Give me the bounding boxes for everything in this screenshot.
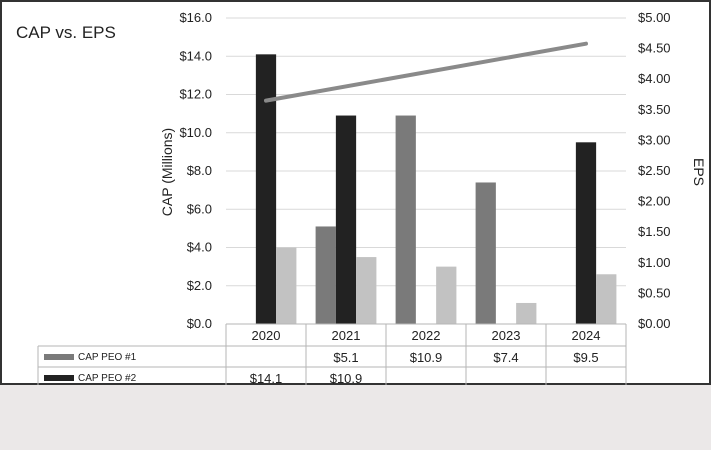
- y2-tick-label: $3.00: [638, 132, 671, 147]
- category-label: 2022: [412, 328, 441, 343]
- category-label: 2023: [492, 328, 521, 343]
- table-cell: $5.1: [333, 350, 358, 365]
- category-label: 2021: [332, 328, 361, 343]
- y2-tick-label: $4.50: [638, 41, 671, 56]
- y2-axis-ticks: $0.00 $0.50 $1.00 $1.50 $2.00 $2.50 $3.00 $3.50…: [638, 10, 671, 331]
- y2-tick-label: $0.00: [638, 316, 671, 331]
- bar: [315, 226, 336, 324]
- category-label: 2020: [252, 328, 281, 343]
- y2-tick-label: $2.50: [638, 163, 671, 178]
- y-axis-ticks: $0.0 $2.0 $4.0 $6.0 $8.0 $10.0 $12.0 $14.0 $16.0: [179, 10, 212, 331]
- y2-tick-label: $2.00: [638, 194, 671, 209]
- y-tick-label: $0.0: [187, 316, 212, 331]
- page-background: [0, 385, 711, 450]
- bar: [356, 257, 377, 324]
- legend-swatch: [44, 354, 74, 360]
- bar: [335, 115, 357, 324]
- legend-swatch: [44, 375, 74, 381]
- bars: [255, 54, 617, 325]
- y-tick-label: $16.0: [179, 10, 212, 25]
- y2-axis-label: EPS: [691, 158, 707, 186]
- table-cell: $7.4: [493, 350, 518, 365]
- y2-tick-label: $4.00: [638, 71, 671, 86]
- bar: [475, 182, 496, 324]
- bar: [395, 115, 416, 324]
- y-tick-label: $10.0: [179, 125, 212, 140]
- table-cell: $9.5: [573, 350, 598, 365]
- legend-label: CAP PEO #1: [78, 352, 137, 363]
- table-cell: $10.9: [410, 350, 443, 365]
- data-table: 2020 2021 2022 2023 2024 CAP PEO #1 $5.1 $10.9 $…: [37, 323, 627, 389]
- y-tick-label: $6.0: [187, 201, 212, 216]
- bar: [255, 54, 277, 325]
- bar: [575, 142, 597, 324]
- bar: [276, 247, 297, 324]
- bar: [596, 274, 617, 324]
- chart-border: [0, 0, 711, 385]
- y2-tick-label: $0.50: [638, 285, 671, 300]
- bar: [436, 266, 457, 324]
- y-tick-label: $8.0: [187, 163, 212, 178]
- y-axis-label: CAP (Millions): [159, 128, 175, 216]
- y2-tick-label: $1.00: [638, 255, 671, 270]
- y2-tick-label: $5.00: [638, 10, 671, 25]
- y2-tick-label: $1.50: [638, 224, 671, 239]
- y-tick-label: $2.0: [187, 278, 212, 293]
- table-cell: $14.1: [250, 371, 283, 386]
- legend-label: CAP PEO #2: [78, 373, 137, 384]
- y-tick-label: $14.0: [179, 48, 212, 63]
- y2-tick-label: $3.50: [638, 102, 671, 117]
- eps-series-line: [264, 41, 588, 103]
- category-label: 2024: [572, 328, 601, 343]
- bar: [516, 302, 537, 324]
- eps-line: [264, 41, 588, 103]
- table-cell: $10.9: [330, 371, 363, 386]
- y-tick-label: $12.0: [179, 87, 212, 102]
- chart-title: CAP vs. EPS: [16, 23, 116, 42]
- y-tick-label: $4.0: [187, 240, 212, 255]
